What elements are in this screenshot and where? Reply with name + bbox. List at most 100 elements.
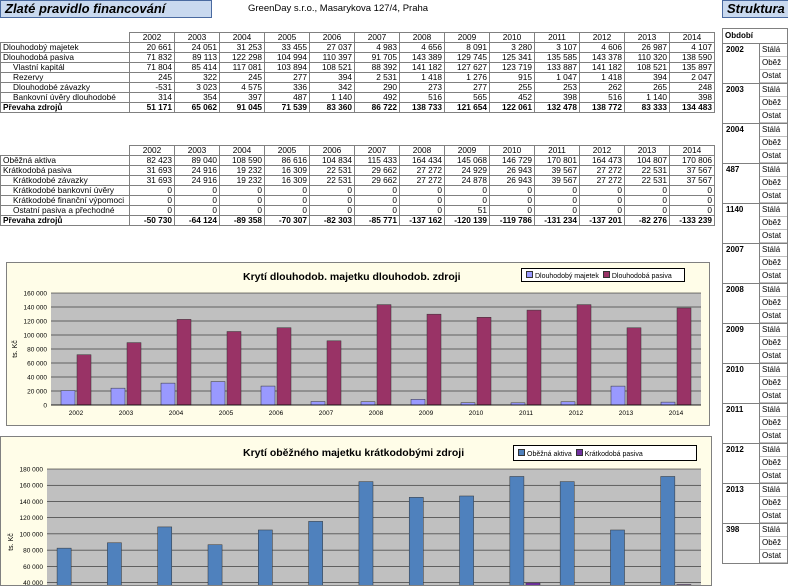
cell-value[interactable]: -82 276 bbox=[624, 215, 670, 226]
cell-value[interactable]: 134 483 bbox=[669, 102, 715, 113]
cell-value[interactable]: 27 272 bbox=[399, 165, 445, 176]
cell-value[interactable]: 22 531 bbox=[309, 175, 355, 186]
cell-value[interactable]: 22 531 bbox=[309, 165, 355, 176]
cell-value[interactable]: 26 987 bbox=[624, 42, 670, 53]
cell-value[interactable]: 0 bbox=[129, 195, 175, 206]
cell-value[interactable]: 89 040 bbox=[174, 155, 220, 166]
cell-value[interactable]: 0 bbox=[489, 185, 535, 196]
cell-value[interactable]: 0 bbox=[264, 205, 310, 216]
cell-value[interactable]: 1 140 bbox=[624, 92, 670, 103]
cell-value[interactable]: -70 307 bbox=[264, 215, 310, 226]
cell-value[interactable]: 0 bbox=[129, 185, 175, 196]
cell-value[interactable]: 127 627 bbox=[444, 62, 490, 73]
cell-value[interactable]: 123 719 bbox=[489, 62, 535, 73]
cell-value[interactable]: 516 bbox=[579, 92, 625, 103]
cell-value[interactable]: 2 531 bbox=[354, 72, 400, 83]
cell-value[interactable]: 1 418 bbox=[579, 72, 625, 83]
cell-value[interactable]: 4 983 bbox=[354, 42, 400, 53]
cell-value[interactable]: 0 bbox=[669, 185, 715, 196]
cell-value[interactable]: 398 bbox=[669, 92, 715, 103]
cell-value[interactable]: 133 887 bbox=[534, 62, 580, 73]
cell-value[interactable]: 394 bbox=[624, 72, 670, 83]
cell-value[interactable]: 24 916 bbox=[174, 165, 220, 176]
cell-value[interactable]: 26 943 bbox=[489, 165, 535, 176]
cell-value[interactable]: 91 045 bbox=[219, 102, 265, 113]
cell-value[interactable]: 3 023 bbox=[174, 82, 220, 93]
cell-value[interactable]: 31 693 bbox=[129, 175, 175, 186]
cell-value[interactable]: 143 389 bbox=[399, 52, 445, 63]
cell-value[interactable]: 83 360 bbox=[309, 102, 355, 113]
cell-value[interactable]: 108 590 bbox=[219, 155, 265, 166]
cell-value[interactable]: 0 bbox=[534, 195, 580, 206]
cell-value[interactable]: 1 276 bbox=[444, 72, 490, 83]
cell-value[interactable]: 1 047 bbox=[534, 72, 580, 83]
cell-value[interactable]: 170 806 bbox=[669, 155, 715, 166]
cell-value[interactable]: -137 162 bbox=[399, 215, 445, 226]
cell-value[interactable]: 31 253 bbox=[219, 42, 265, 53]
cell-value[interactable]: 0 bbox=[669, 195, 715, 206]
cell-value[interactable]: 0 bbox=[174, 195, 220, 206]
cell-value[interactable]: 397 bbox=[219, 92, 265, 103]
cell-value[interactable]: 31 693 bbox=[129, 165, 175, 176]
cell-value[interactable]: 110 397 bbox=[309, 52, 355, 63]
cell-value[interactable]: 122 298 bbox=[219, 52, 265, 63]
cell-value[interactable]: 4 656 bbox=[399, 42, 445, 53]
cell-value[interactable]: 170 801 bbox=[534, 155, 580, 166]
cell-value[interactable]: 145 068 bbox=[444, 155, 490, 166]
cell-value[interactable]: -82 303 bbox=[309, 215, 355, 226]
cell-value[interactable]: 110 320 bbox=[624, 52, 670, 63]
cell-value[interactable]: 65 062 bbox=[174, 102, 220, 113]
cell-value[interactable]: 0 bbox=[444, 185, 490, 196]
cell-value[interactable]: 141 182 bbox=[399, 62, 445, 73]
cell-value[interactable]: 487 bbox=[264, 92, 310, 103]
cell-value[interactable]: -85 771 bbox=[354, 215, 400, 226]
cell-value[interactable]: 27 272 bbox=[399, 175, 445, 186]
cell-value[interactable]: 85 414 bbox=[174, 62, 220, 73]
cell-value[interactable]: 129 745 bbox=[444, 52, 490, 63]
cell-value[interactable]: -120 139 bbox=[444, 215, 490, 226]
cell-value[interactable]: 24 878 bbox=[444, 175, 490, 186]
cell-value[interactable]: 0 bbox=[534, 205, 580, 216]
cell-value[interactable]: 262 bbox=[579, 82, 625, 93]
cell-value[interactable]: 103 894 bbox=[264, 62, 310, 73]
cell-value[interactable]: 253 bbox=[534, 82, 580, 93]
cell-value[interactable]: 255 bbox=[489, 82, 535, 93]
cell-value[interactable]: 0 bbox=[309, 185, 355, 196]
cell-value[interactable]: 0 bbox=[174, 205, 220, 216]
cell-value[interactable]: 138 733 bbox=[399, 102, 445, 113]
cell-value[interactable]: 398 bbox=[534, 92, 580, 103]
cell-value[interactable]: 0 bbox=[579, 185, 625, 196]
cell-value[interactable]: 0 bbox=[534, 185, 580, 196]
cell-value[interactable]: 138 772 bbox=[579, 102, 625, 113]
cell-value[interactable]: 143 378 bbox=[579, 52, 625, 63]
cell-value[interactable]: 37 567 bbox=[669, 165, 715, 176]
cell-value[interactable]: 0 bbox=[309, 195, 355, 206]
cell-value[interactable]: 51 bbox=[444, 205, 490, 216]
cell-value[interactable]: 0 bbox=[489, 195, 535, 206]
cell-value[interactable]: 0 bbox=[399, 195, 445, 206]
cell-value[interactable]: 0 bbox=[669, 205, 715, 216]
cell-value[interactable]: 33 455 bbox=[264, 42, 310, 53]
cell-value[interactable]: 39 567 bbox=[534, 165, 580, 176]
cell-value[interactable]: 71 539 bbox=[264, 102, 310, 113]
cell-value[interactable]: 0 bbox=[489, 205, 535, 216]
cell-value[interactable]: 24 916 bbox=[174, 175, 220, 186]
cell-value[interactable]: 27 272 bbox=[579, 165, 625, 176]
cell-value[interactable]: 22 531 bbox=[624, 165, 670, 176]
cell-value[interactable]: 245 bbox=[219, 72, 265, 83]
cell-value[interactable]: 245 bbox=[129, 72, 175, 83]
cell-value[interactable]: 0 bbox=[354, 205, 400, 216]
cell-value[interactable]: 37 567 bbox=[669, 175, 715, 186]
cell-value[interactable]: 88 392 bbox=[354, 62, 400, 73]
cell-value[interactable]: 135 897 bbox=[669, 62, 715, 73]
cell-value[interactable]: 29 662 bbox=[354, 165, 400, 176]
cell-value[interactable]: 0 bbox=[264, 195, 310, 206]
cell-value[interactable]: 516 bbox=[399, 92, 445, 103]
cell-value[interactable]: 122 061 bbox=[489, 102, 535, 113]
cell-value[interactable]: 86 616 bbox=[264, 155, 310, 166]
cell-value[interactable]: 24 929 bbox=[444, 165, 490, 176]
cell-value[interactable]: 19 232 bbox=[219, 165, 265, 176]
cell-value[interactable]: -131 234 bbox=[534, 215, 580, 226]
cell-value[interactable]: 452 bbox=[489, 92, 535, 103]
cell-value[interactable]: -137 201 bbox=[579, 215, 625, 226]
